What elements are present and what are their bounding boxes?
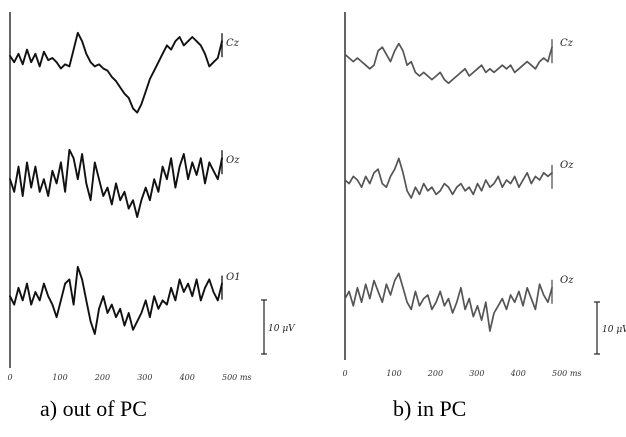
series-label: Oz <box>560 160 574 171</box>
x-tick-label: 400 <box>179 373 195 382</box>
series-label: Cz <box>226 38 240 49</box>
caption-panel-b: b) in PC <box>393 396 467 421</box>
series-label: Oz <box>226 155 240 166</box>
x-tick-label: 200 <box>427 369 443 378</box>
trace-o1-line <box>9 265 223 335</box>
scale-bar-label: 10 μV <box>602 325 626 335</box>
x-tick-label: 400 <box>510 369 526 378</box>
trace-oz-line <box>344 157 553 199</box>
trace-oz-line <box>344 272 553 332</box>
trace-oz-line <box>9 148 223 218</box>
x-tick-label: 200 <box>94 373 110 382</box>
scale-bar-label: 10 μV <box>268 324 296 334</box>
panel-a-chart: Cz Oz O1 0 100 200 300 400 500 ms 10 μV <box>7 12 296 382</box>
x-tick-label: 100 <box>386 369 401 378</box>
panel-b-chart: Cz Oz Oz 0 100 200 300 400 500 ms 10 μV <box>342 12 626 378</box>
x-tick-label: 0 <box>7 373 12 382</box>
series-label: O1 <box>226 272 241 283</box>
x-tick-label: 300 <box>137 373 152 382</box>
x-tick-label: 500 ms <box>552 369 582 378</box>
trace-cz-line <box>344 42 553 85</box>
series-label: Cz <box>560 38 574 49</box>
caption-panel-a: a) out of PC <box>40 396 147 421</box>
series-label: Oz <box>560 275 574 286</box>
trace-cz-line <box>9 31 223 114</box>
x-tick-label: 0 <box>342 369 347 378</box>
x-tick-label: 500 ms <box>222 373 252 382</box>
x-tick-label: 300 <box>469 369 484 378</box>
x-tick-label: 100 <box>52 373 67 382</box>
